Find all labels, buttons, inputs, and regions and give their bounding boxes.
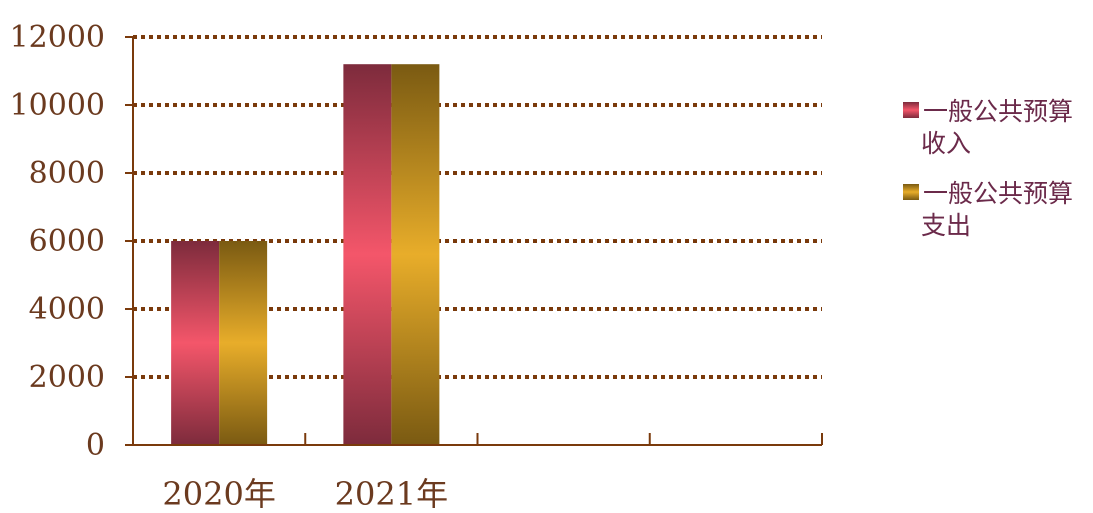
- axis-labels: 0 2000 4000 6000 8000 10000 12000 2020年 2021年: [10, 20, 449, 513]
- axes: [125, 36, 823, 446]
- bars: [171, 64, 440, 445]
- bar: [219, 241, 268, 445]
- legend-swatch: [903, 184, 919, 200]
- legend-label: 一般公共预算: [923, 97, 1073, 126]
- y-tick-label: 0: [86, 428, 105, 463]
- legend-swatch: [903, 102, 919, 118]
- y-tick-label: 2000: [29, 360, 105, 395]
- y-tick-label: 6000: [29, 224, 105, 259]
- y-tick-label: 12000: [10, 20, 105, 55]
- y-tick-label: 10000: [10, 88, 105, 123]
- y-tick-label: 4000: [29, 292, 105, 327]
- bar: [171, 241, 220, 445]
- bar: [343, 64, 392, 445]
- y-tick-label: 8000: [29, 156, 105, 191]
- legend-label: 支出: [921, 211, 971, 240]
- x-category-label: 2020年: [162, 475, 275, 513]
- legend-label: 一般公共预算: [923, 179, 1073, 208]
- x-category-label: 2021年: [335, 475, 448, 513]
- legend-label: 收入: [921, 129, 971, 158]
- bar: [391, 64, 440, 445]
